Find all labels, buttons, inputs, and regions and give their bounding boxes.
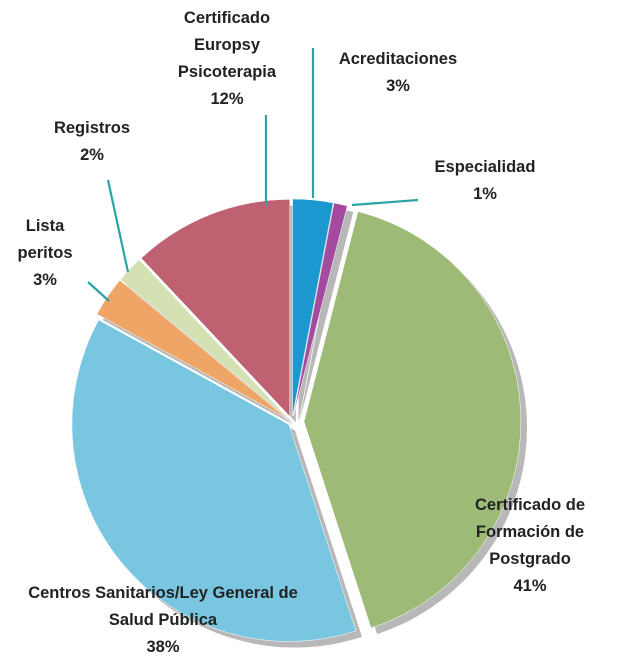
slice-label: Registros 2% (42, 115, 142, 169)
slice-label: Certificado de Formación de Postgrado 41% (455, 492, 605, 600)
pie-slice (71, 319, 357, 642)
slice-shadow (299, 208, 354, 423)
leader-line (106, 179, 130, 273)
slice-name: Especialidad (434, 158, 536, 176)
slice-percent: 2% (80, 146, 104, 164)
slice-label: Lista peritos 3% (10, 213, 80, 294)
slice-name: Registros (53, 119, 131, 137)
slice-name: Certificado de Formación de Postgrado (474, 496, 586, 568)
slice-label: Especialidad 1% (410, 154, 560, 208)
slice-percent: 41% (513, 577, 547, 595)
leader-line (351, 198, 419, 207)
slices (71, 198, 522, 642)
slice-percent: 12% (210, 90, 244, 108)
slice-label: Acreditaciones 3% (313, 46, 483, 100)
pie-slice (140, 199, 291, 418)
pie-slice (292, 198, 334, 417)
pie-slice (303, 211, 522, 629)
slice-label: Centros Sanitarios/Ley General de Salud … (26, 580, 301, 661)
slice-percent: 3% (386, 77, 410, 95)
slice-name: Centros Sanitarios/Ley General de Salud … (28, 584, 298, 629)
slice-percent: 1% (473, 185, 497, 203)
slice-percent: 38% (146, 638, 180, 656)
slice-name: Acreditaciones (338, 50, 458, 68)
slice-name: Certificado Europsy Psicoterapia (177, 9, 277, 81)
slice-name: Lista peritos (17, 217, 73, 262)
pie-slice (120, 259, 288, 419)
leader-line (87, 281, 110, 302)
slice-percent: 3% (33, 271, 57, 289)
pie-slice (293, 202, 348, 417)
slice-label: Certificado Europsy Psicoterapia 12% (162, 5, 292, 113)
pie-slice (96, 279, 288, 419)
leader-lines (87, 48, 419, 302)
